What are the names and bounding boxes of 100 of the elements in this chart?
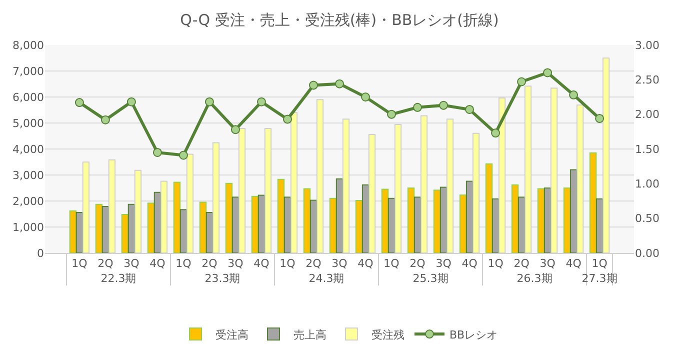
x-tick-label: 1Q: [176, 257, 192, 270]
bar: [381, 188, 389, 253]
point: [100, 115, 110, 124]
bar: [180, 209, 188, 253]
bar: [121, 214, 129, 253]
bar: [199, 202, 207, 253]
bar: [102, 206, 110, 253]
point: [282, 114, 292, 124]
x-tick-label: 2Q: [202, 257, 218, 270]
bar: [544, 188, 552, 253]
bar: [154, 192, 162, 253]
bar: [433, 190, 441, 253]
x-tick-label: 2Q: [98, 257, 114, 270]
x-tick-label: 4Q: [566, 257, 582, 270]
y-tick-label: 7,000: [12, 64, 44, 78]
point: [74, 98, 84, 108]
x-tick-label: 2Q: [514, 257, 530, 270]
bar: [277, 178, 285, 253]
legend-label: BBレシオ: [450, 328, 498, 342]
x-tick-label: 1Q: [592, 257, 608, 270]
bar: [596, 198, 604, 253]
point: [413, 102, 422, 112]
chart-title: Q-Q 受注・売上・受注残(棒)・BBレシオ(折線): [180, 10, 499, 29]
bar: [362, 184, 370, 253]
bar: [173, 182, 181, 253]
bar: [303, 188, 311, 253]
y-tick-label: 3,000: [12, 168, 44, 182]
x-tick-label: 1Q: [280, 257, 296, 270]
bar: [563, 188, 571, 253]
text: 26.3期: [516, 272, 552, 286]
bar: [95, 204, 103, 253]
bar: [466, 180, 474, 253]
point: [387, 110, 396, 119]
bar: [336, 178, 344, 253]
x-tick-label: 3Q: [436, 257, 452, 270]
bar: [258, 194, 266, 253]
y2-tick-label: 2.50: [635, 74, 660, 87]
y2-tick-label: 0.50: [635, 212, 660, 226]
y-tick-label: 5,000: [12, 116, 44, 130]
y2-tick-label: 1.00: [635, 178, 660, 191]
bar: [284, 196, 292, 253]
bar: [355, 200, 363, 253]
x-tick-label: 1Q: [72, 257, 88, 270]
point: [491, 128, 500, 138]
bar: [128, 204, 136, 253]
y-tick-label: 1,000: [12, 220, 44, 234]
point: [595, 114, 604, 123]
bar: [69, 210, 77, 253]
legend-label: 売上高: [294, 328, 326, 342]
x-tick-label: 3Q: [540, 257, 556, 270]
bar: [492, 198, 500, 253]
y-tick-label: 2,000: [12, 194, 44, 208]
point: [178, 150, 188, 160]
y2-tick-label: 2.00: [635, 108, 660, 122]
y2-tick-label: 0.00: [635, 246, 660, 260]
x-tick-label: 2Q: [306, 257, 322, 270]
bar: [407, 188, 415, 253]
point: [361, 92, 370, 102]
x-tick-label: 4Q: [150, 257, 166, 270]
x-tick-label: 1Q: [488, 257, 504, 270]
y-tick-label: 0: [37, 246, 44, 260]
bar: [537, 188, 545, 253]
x-tick-label: 4Q: [254, 257, 270, 270]
bar: [76, 212, 84, 253]
y2-tick-label: 3.00: [635, 38, 660, 52]
x-tick-label: 4Q: [358, 257, 374, 270]
x-tick-label: 3Q: [228, 257, 244, 270]
bar: [147, 202, 155, 253]
y2-tick-label: 1.50: [635, 142, 660, 156]
point: [126, 97, 136, 106]
point: [152, 148, 162, 157]
x-tick-label: 3Q: [332, 257, 348, 270]
bar: [388, 198, 396, 253]
point: [308, 80, 318, 90]
point: [569, 90, 578, 100]
text: 22.3期: [100, 272, 136, 286]
point: [204, 97, 214, 106]
bar: [511, 184, 519, 253]
point: [230, 125, 240, 134]
point: [439, 100, 448, 110]
point: [517, 77, 526, 86]
x-tick-label: 1Q: [384, 257, 400, 270]
bar: [225, 182, 233, 253]
point: [543, 68, 552, 78]
bar: [414, 196, 422, 253]
x-tick-label: 2Q: [410, 257, 426, 270]
text: 25.3期: [412, 272, 448, 286]
legend-label: 受注高: [216, 328, 248, 342]
y-tick-label: 8,000: [12, 38, 44, 52]
bar: [310, 200, 318, 253]
bar: [232, 196, 240, 253]
y-tick-label: 6,000: [12, 90, 44, 104]
text: 27.3期: [582, 272, 618, 286]
y-tick-label: 4,000: [12, 142, 44, 156]
point: [465, 104, 474, 114]
x-tick-label: 3Q: [124, 257, 140, 270]
bar: [329, 198, 337, 253]
bar: [459, 194, 467, 253]
text: 24.3期: [308, 272, 344, 286]
bar: [485, 163, 493, 253]
